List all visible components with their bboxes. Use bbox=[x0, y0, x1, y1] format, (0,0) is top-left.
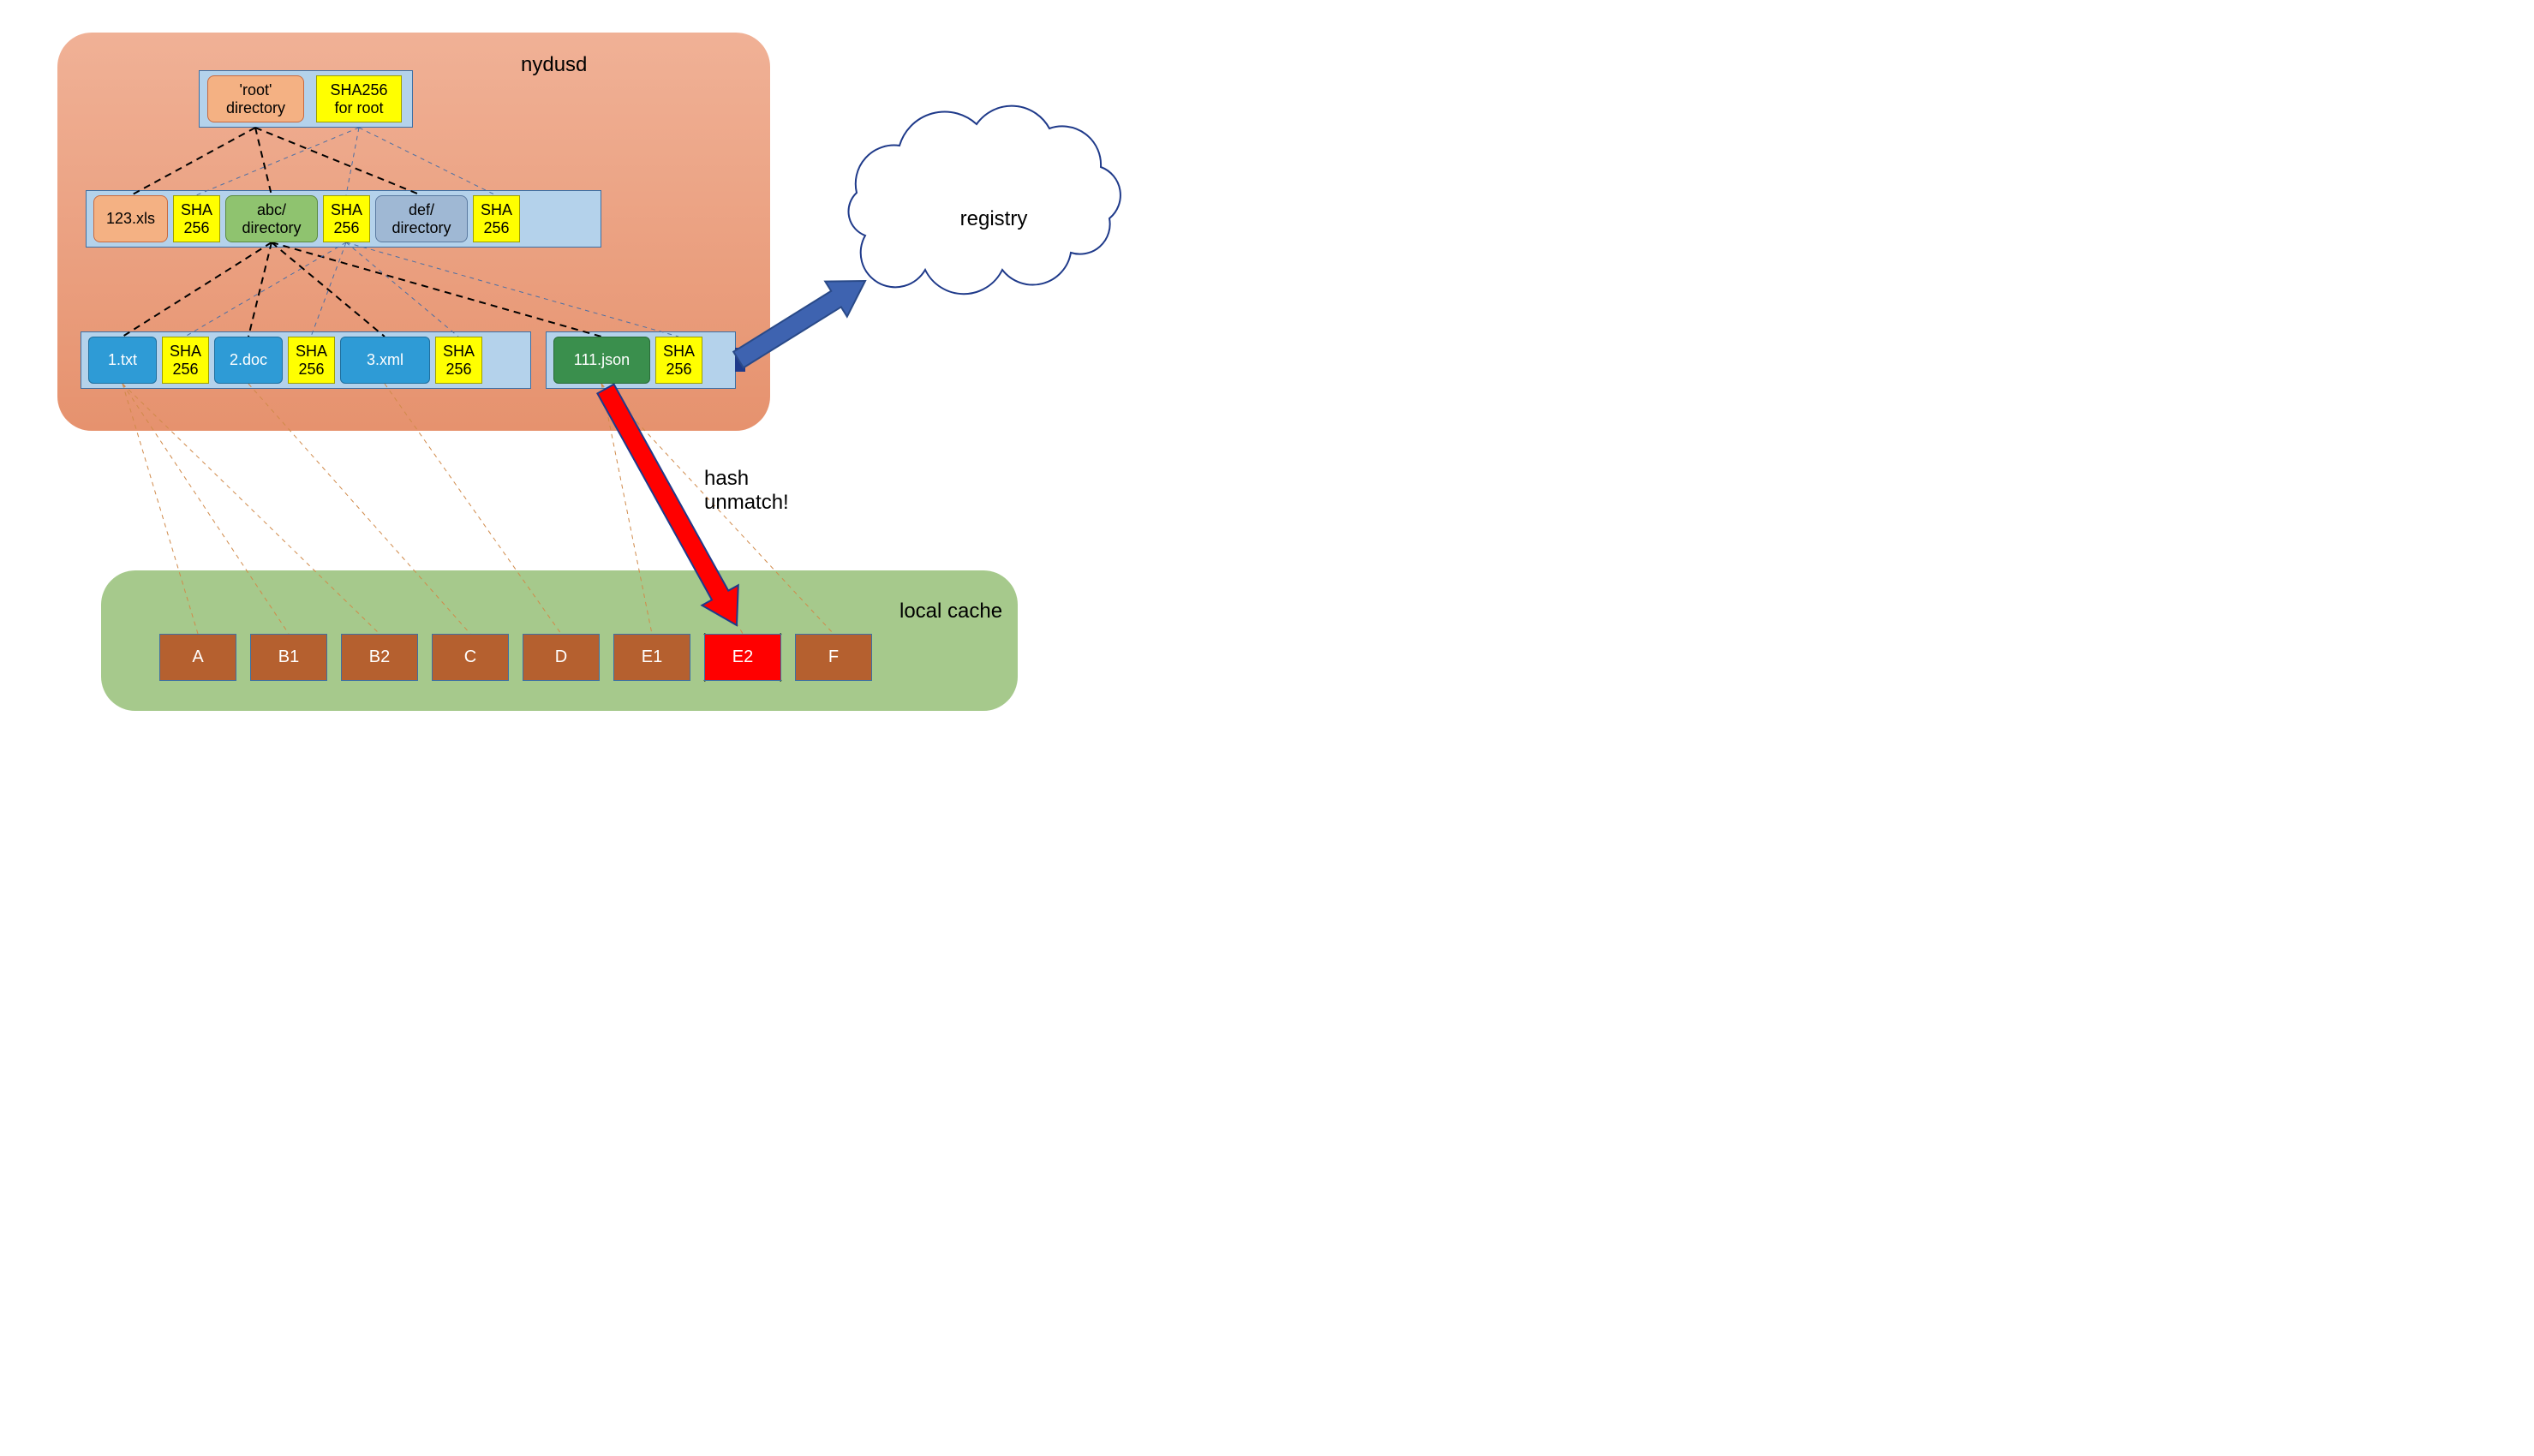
dir-def: def/ directory bbox=[375, 195, 468, 242]
cache-block-A: A bbox=[159, 634, 236, 681]
nydusd-label: nydusd bbox=[521, 53, 587, 77]
sha-2doc: SHA 256 bbox=[288, 337, 335, 384]
sha-1txt: SHA 256 bbox=[162, 337, 209, 384]
registry-label: registry bbox=[960, 207, 1028, 230]
root-dir: 'root' directory bbox=[207, 75, 304, 122]
cache-block-E2: E2 bbox=[704, 634, 781, 681]
registry-cloud bbox=[849, 106, 1121, 295]
file-123xls: 123.xls bbox=[93, 195, 168, 242]
local-cache-label: local cache bbox=[899, 600, 1002, 624]
hash-unmatch-label: hash unmatch! bbox=[704, 467, 789, 515]
dir-abc: abc/ directory bbox=[225, 195, 318, 242]
file-111json: 111.json bbox=[553, 337, 650, 384]
file-2doc: 2.doc bbox=[214, 337, 283, 384]
cache-block-B1: B1 bbox=[250, 634, 327, 681]
cache-block-D: D bbox=[523, 634, 600, 681]
sha-111json: SHA 256 bbox=[655, 337, 702, 384]
file-3xml: 3.xml bbox=[340, 337, 430, 384]
file-1txt: 1.txt bbox=[88, 337, 157, 384]
sha-def: SHA 256 bbox=[473, 195, 520, 242]
cache-block-F: F bbox=[795, 634, 872, 681]
cache-block-C: C bbox=[432, 634, 509, 681]
cache-block-B2: B2 bbox=[341, 634, 418, 681]
sha-abc: SHA 256 bbox=[323, 195, 370, 242]
diagram-stage: nydusd local cache registry hash unmatch… bbox=[0, 0, 1267, 728]
cache-block-E1: E1 bbox=[613, 634, 690, 681]
sha-3xml: SHA 256 bbox=[435, 337, 482, 384]
sha-123xls: SHA 256 bbox=[173, 195, 220, 242]
root-sha: SHA256 for root bbox=[316, 75, 402, 122]
